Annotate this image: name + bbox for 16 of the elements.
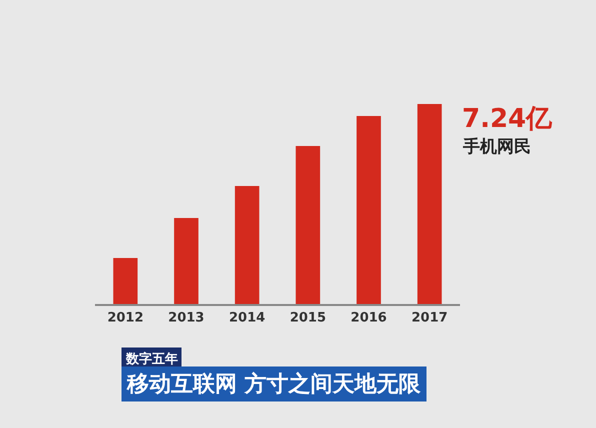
text: 移动互联网 方寸之间天地无限 <box>126 371 422 397</box>
bar <box>174 218 198 304</box>
x-tick-label: 2015 <box>290 310 326 326</box>
x-tick-label: 2012 <box>107 310 144 326</box>
bar <box>356 116 381 304</box>
bar <box>234 186 260 304</box>
text: 手机网民 <box>462 137 531 157</box>
text: 数字五年 <box>125 351 178 367</box>
x-tick-label: 2014 <box>228 310 266 326</box>
bar <box>417 104 442 304</box>
bar <box>296 146 320 304</box>
x-tick-label: 2016 <box>350 310 387 326</box>
bar <box>113 258 138 304</box>
x-tick-label: 2017 <box>411 310 448 326</box>
x-tick-label: 2013 <box>168 310 204 326</box>
text: 7.24亿 <box>462 104 554 134</box>
